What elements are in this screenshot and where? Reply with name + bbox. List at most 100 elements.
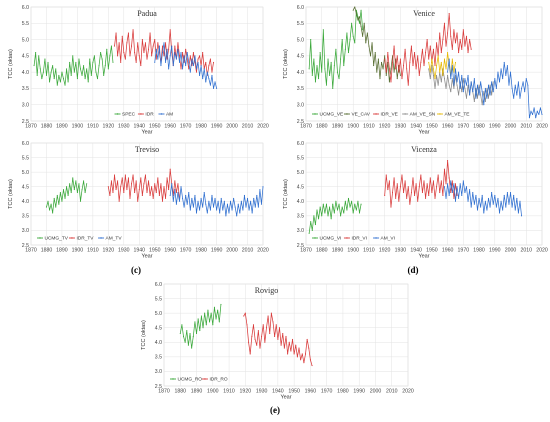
data-point [308, 232, 310, 234]
x-tick-label: 1980 [337, 389, 349, 395]
data-point [161, 52, 164, 54]
data-point [149, 194, 151, 197]
data-point [517, 81, 519, 83]
data-point [451, 58, 453, 60]
data-point [195, 332, 198, 335]
data-point [287, 353, 289, 355]
data-point [517, 212, 519, 214]
data-point [318, 218, 320, 220]
data-point [445, 68, 447, 70]
data-point [189, 55, 191, 57]
data-point [269, 332, 271, 335]
data-point [478, 84, 480, 86]
data-point [396, 78, 398, 80]
legend-marker [314, 113, 316, 115]
data-point [175, 58, 177, 60]
data-point [418, 186, 420, 188]
data-point [395, 197, 397, 199]
data-point [243, 194, 245, 197]
data-point [390, 81, 392, 83]
data-point [384, 55, 386, 57]
data-point [86, 68, 88, 70]
y-tick-label: 3.0 [22, 228, 29, 234]
data-point [207, 309, 209, 311]
data-point [107, 68, 109, 70]
y-tick-label: 4.0 [22, 199, 29, 205]
data-point [311, 74, 313, 76]
data-point [532, 113, 534, 116]
y-tick-label: 4.5 [155, 326, 162, 332]
data-point [206, 212, 208, 214]
data-point [178, 61, 181, 63]
x-tick-label: 2010 [520, 124, 532, 130]
data-point [502, 209, 504, 211]
plot-area [163, 283, 409, 387]
data-point [358, 16, 361, 18]
data-point [470, 48, 472, 50]
data-point [319, 206, 321, 208]
data-point [163, 186, 165, 188]
data-point [456, 84, 458, 86]
data-point [285, 335, 287, 338]
data-point [398, 71, 400, 73]
data-point [61, 71, 63, 73]
data-point [298, 347, 300, 349]
data-point [282, 332, 284, 335]
data-point [179, 332, 181, 335]
data-point [212, 206, 215, 208]
data-point [406, 68, 408, 70]
data-point [436, 74, 438, 76]
data-point [110, 45, 112, 47]
data-point [478, 94, 480, 96]
data-point [248, 209, 250, 211]
data-point [403, 191, 405, 194]
x-tick-label: 1940 [410, 248, 422, 254]
data-point [429, 78, 431, 80]
data-point [436, 65, 438, 67]
data-point [527, 84, 529, 86]
data-point [275, 324, 277, 326]
legend-label: IDR [145, 112, 154, 118]
data-point [371, 42, 373, 44]
plot-area [30, 6, 264, 122]
data-point [365, 42, 367, 44]
data-point [192, 65, 194, 67]
data-point [154, 39, 156, 41]
data-point [437, 55, 439, 57]
data-point [308, 68, 310, 70]
data-point [83, 65, 85, 67]
data-point [519, 200, 521, 202]
x-tick-label: 1890 [332, 124, 344, 130]
data-point [329, 74, 331, 76]
y-tick-label: 2.5 [22, 119, 29, 125]
data-point [206, 71, 208, 73]
data-point [467, 84, 469, 86]
legend-label: UCMG_TV [45, 236, 69, 242]
data-point [387, 61, 389, 63]
data-point [123, 191, 125, 194]
chart-panel-e: 2.5 3.0 3.5 4.0 4.5 5.0 5.5 6.0 1870 1880 1890 1900… [141, 282, 414, 415]
x-tick-label: 1920 [379, 124, 391, 130]
data-point [489, 84, 491, 86]
data-point [209, 209, 211, 211]
data-point [450, 78, 452, 80]
data-point [377, 58, 379, 60]
data-point [421, 48, 423, 50]
data-point [59, 81, 61, 83]
data-point [107, 186, 109, 188]
y-tick-label: 3.0 [297, 103, 304, 109]
data-point [168, 68, 170, 70]
y-tick-label: 3.5 [155, 355, 162, 361]
data-point [414, 194, 416, 197]
data-point [42, 71, 44, 73]
data-point [121, 35, 123, 37]
data-point [443, 58, 446, 60]
y-tick-label: 4.5 [22, 185, 29, 191]
y-tick-label: 4.0 [155, 340, 162, 346]
chart-title: Padua [137, 9, 157, 18]
data-point [399, 186, 401, 188]
data-point [75, 180, 77, 182]
x-tick-label: 1940 [272, 389, 284, 395]
data-point [349, 206, 351, 208]
x-tick-label: 1900 [207, 389, 219, 395]
